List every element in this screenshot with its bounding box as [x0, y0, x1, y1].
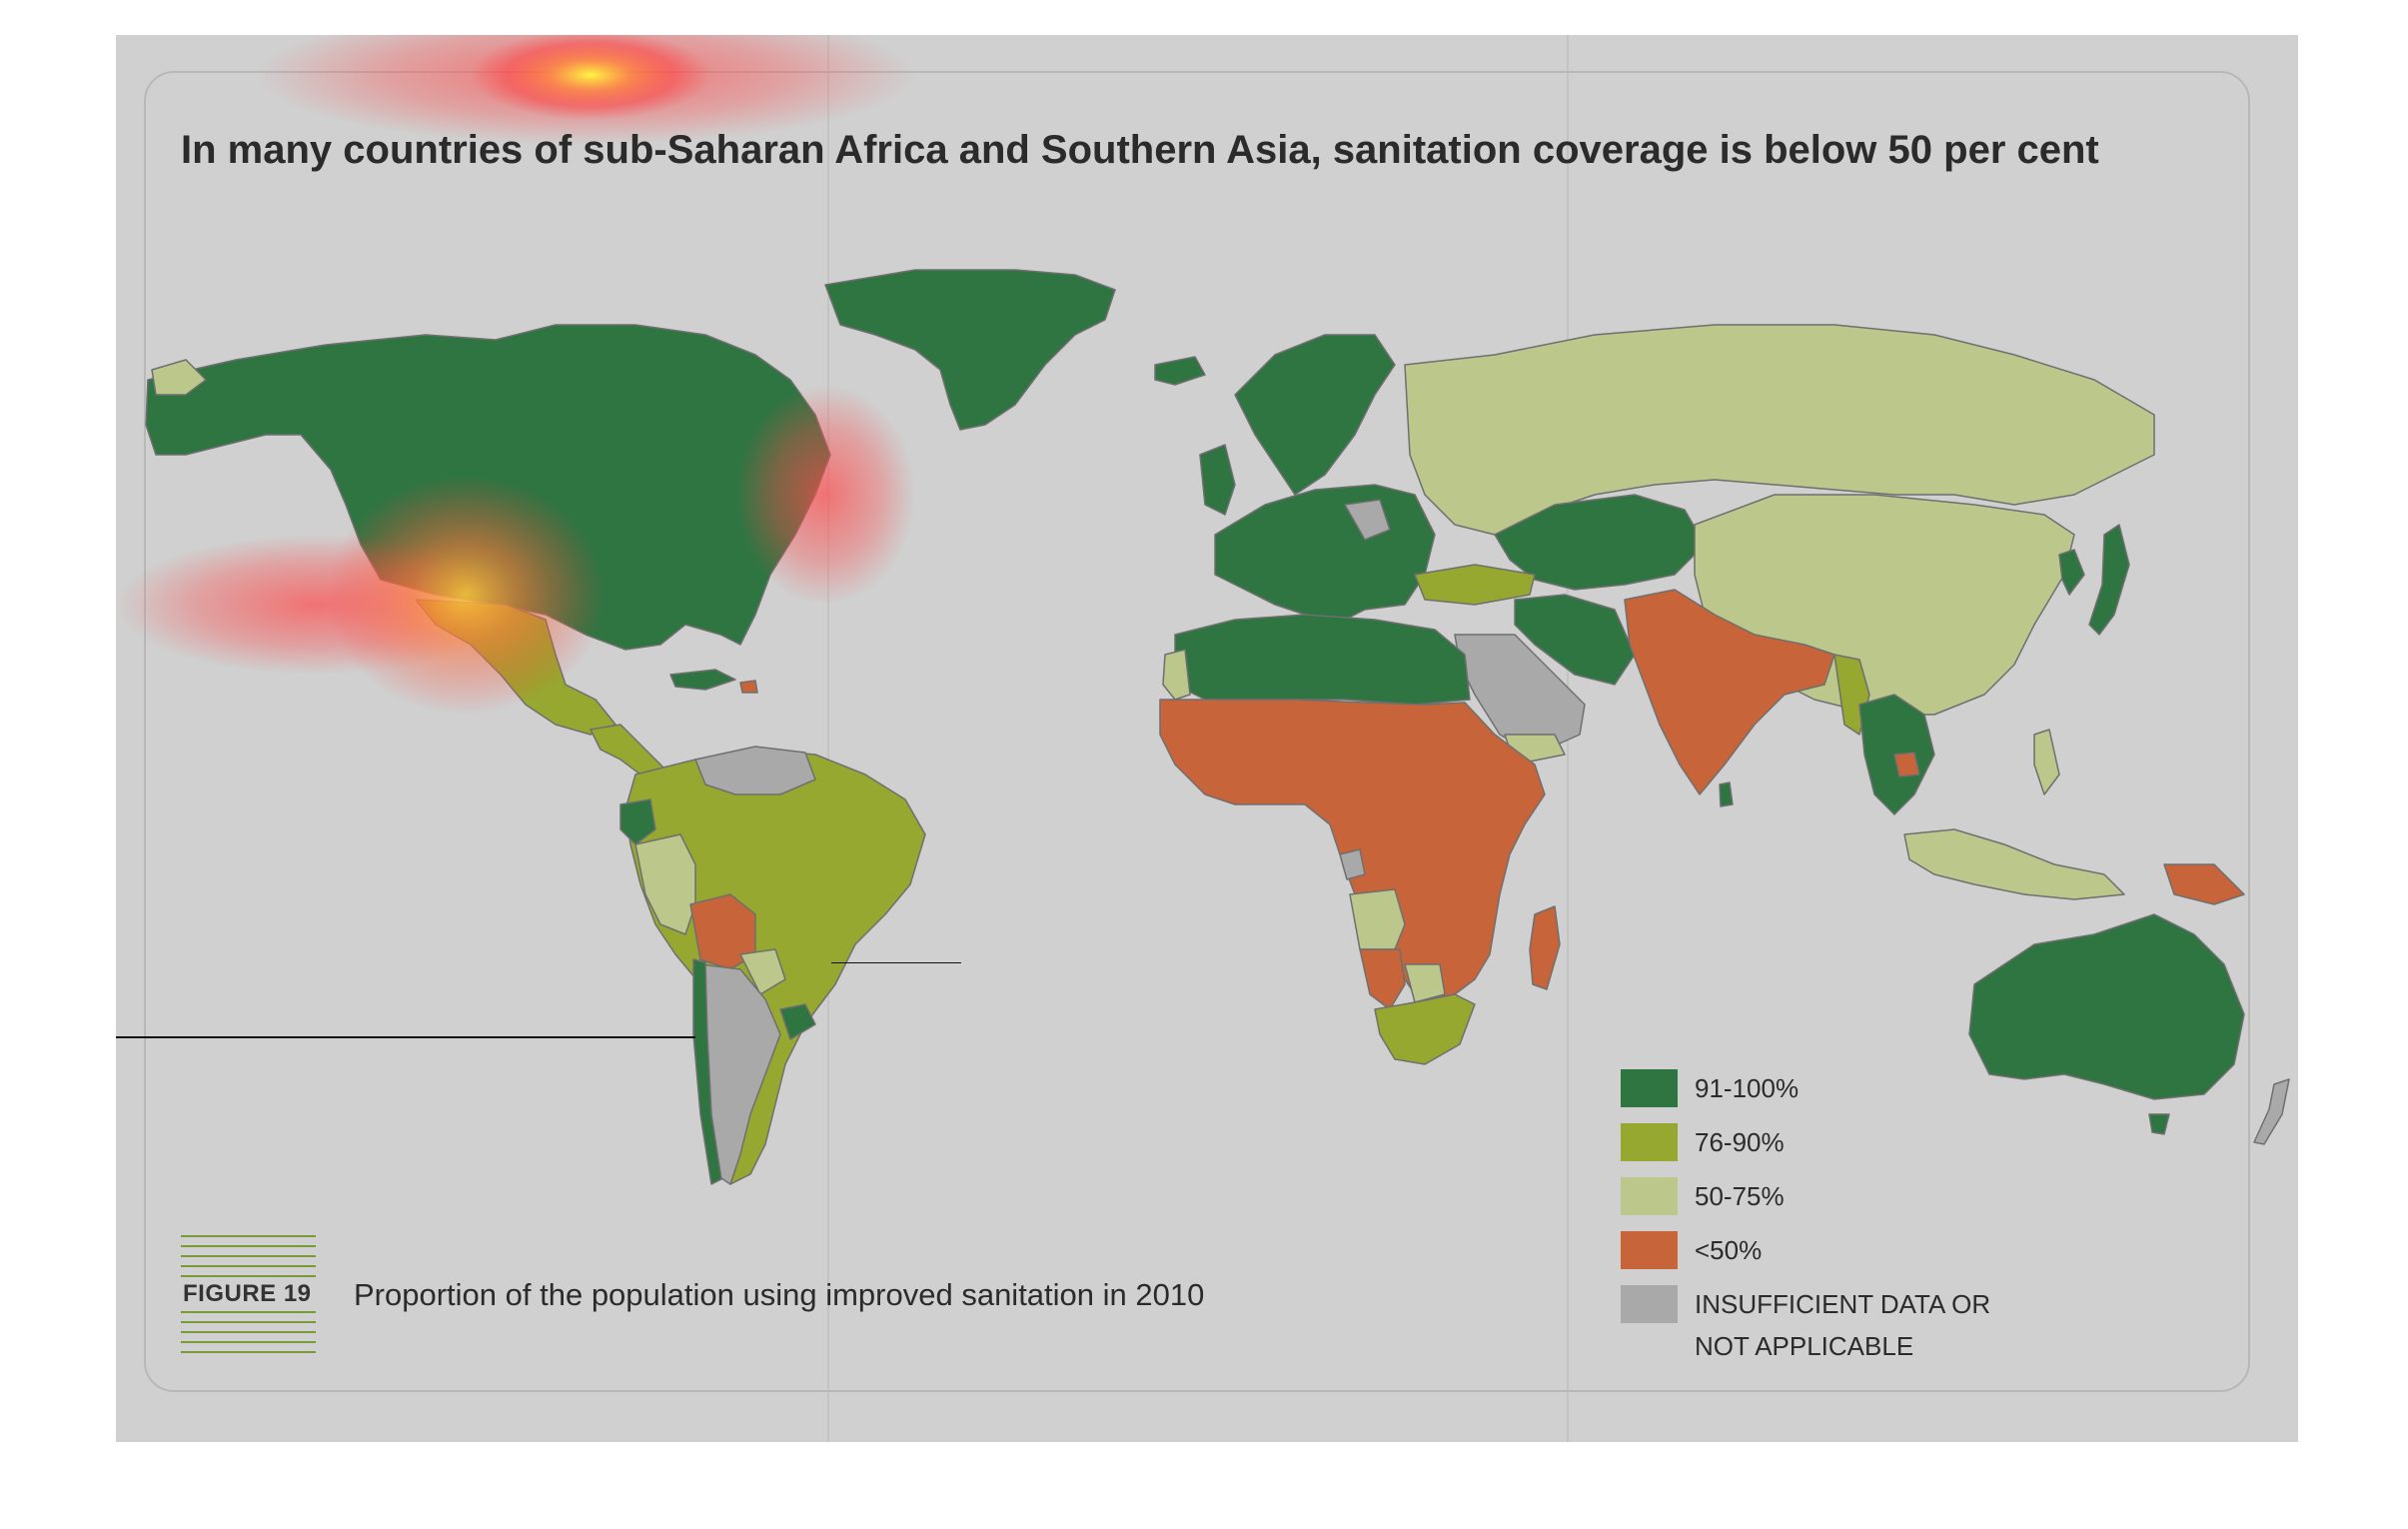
- region-south-africa: [1374, 993, 1476, 1065]
- region-indonesia: [1903, 828, 2125, 900]
- region-gabon-nodata: [1339, 848, 1366, 880]
- region-botswana: [1404, 963, 1446, 1003]
- region-namibia: [1359, 948, 1406, 1010]
- region-venezuela-guianas: [694, 746, 816, 795]
- region-new-zealand: [2253, 1078, 2290, 1145]
- legend-label: INSUFFICIENT DATA OR: [1695, 1289, 1991, 1319]
- region-korea-japan: [2058, 549, 2085, 596]
- figure-label: FIGURE 19: [181, 1280, 314, 1308]
- region-alaska-west: [151, 359, 207, 396]
- region-tasmania: [2148, 1113, 2170, 1135]
- annotation-line: [831, 962, 961, 963]
- figure-stripes: [181, 1235, 316, 1353]
- legend-label-line2: NOT APPLICABLE: [1695, 1331, 1914, 1361]
- region-japan: [2088, 524, 2130, 636]
- region-iran-iraq: [1514, 594, 1636, 686]
- region-paraguay: [739, 948, 786, 995]
- figure-frame: [144, 71, 2250, 1392]
- legend-label: 50-75%: [1695, 1181, 1785, 1211]
- page-fold-line: [827, 35, 829, 1442]
- region-east-europe-nodata: [1344, 499, 1391, 541]
- region-philippines: [2033, 729, 2060, 795]
- region-chile: [692, 958, 722, 1185]
- legend-swatch: [1621, 1231, 1678, 1269]
- region-greenland: [824, 269, 1116, 431]
- figure-caption: Proportion of the population using impro…: [354, 1277, 1205, 1312]
- region-angola: [1349, 888, 1406, 950]
- legend-label: 76-90%: [1695, 1127, 1785, 1157]
- region-south-asia: [1624, 589, 1835, 795]
- region-europe: [1214, 484, 1436, 626]
- region-west-sahara: [1162, 649, 1191, 701]
- legend-swatch: [1621, 1285, 1678, 1323]
- region-caribbean: [669, 669, 736, 691]
- region-uk-ireland: [1199, 444, 1236, 516]
- legend-swatch: [1621, 1069, 1678, 1107]
- legend-label: 91-100%: [1695, 1073, 1800, 1103]
- annotation-line: [116, 1036, 695, 1038]
- region-ecuador: [619, 798, 656, 845]
- world-map: [145, 269, 2290, 1185]
- region-turkey: [1414, 564, 1536, 606]
- region-iceland: [1154, 356, 1206, 386]
- region-cambodia: [1893, 752, 1920, 777]
- map-title: In many countries of sub-Saharan Africa …: [181, 127, 2099, 172]
- region-madagascar: [1529, 905, 1561, 990]
- region-sri-lanka: [1719, 781, 1734, 807]
- region-scandinavia: [1234, 334, 1396, 496]
- region-north-america: [145, 324, 831, 651]
- region-papua: [2163, 863, 2245, 905]
- region-haiti: [739, 680, 758, 694]
- region-uruguay: [779, 1003, 816, 1040]
- region-peru: [634, 833, 696, 935]
- legend-swatch: [1621, 1123, 1678, 1161]
- legend-swatch: [1621, 1177, 1678, 1215]
- region-north-africa: [1174, 614, 1471, 706]
- legend-label: <50%: [1695, 1235, 1763, 1265]
- map-panel: In many countries of sub-Saharan Africa …: [116, 35, 2298, 1442]
- region-australia: [1968, 913, 2245, 1100]
